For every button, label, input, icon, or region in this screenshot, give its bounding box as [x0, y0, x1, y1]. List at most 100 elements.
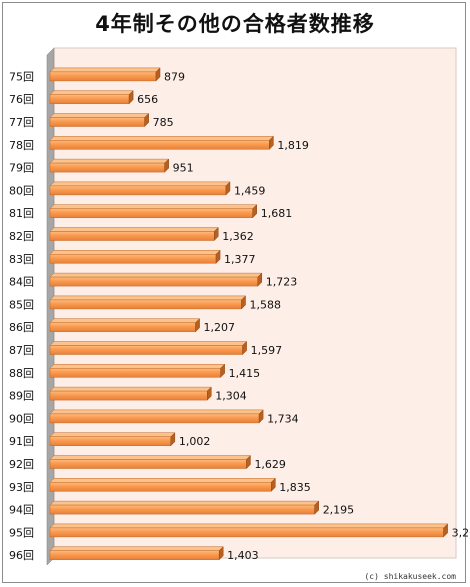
bar-side-face: [206, 386, 212, 401]
bar-top-face: [49, 523, 449, 529]
category-label: 86回: [9, 321, 34, 334]
bar: [49, 181, 231, 196]
bar-side-face: [195, 318, 200, 333]
bar-top-face: [49, 364, 226, 369]
value-label: 1,304: [215, 390, 247, 403]
bar-front-face: [49, 231, 215, 241]
bar-top-face: [49, 67, 161, 73]
bar-top-face: [49, 181, 231, 187]
category-label: 94回: [9, 504, 34, 517]
bar-front-face: [49, 254, 217, 264]
bar-top-face: [49, 90, 134, 95]
bar: [49, 432, 176, 447]
category-label: 81回: [9, 207, 34, 220]
value-label: 1,681: [261, 207, 293, 220]
bar: [49, 249, 221, 264]
value-label: 1,377: [224, 253, 256, 266]
value-label: 1,629: [254, 458, 286, 471]
bar-side-face: [257, 272, 263, 287]
bar-front-face: [49, 322, 196, 332]
value-label: 1,362: [222, 230, 254, 243]
bar-front-face: [49, 299, 242, 310]
bar: [49, 523, 449, 538]
value-label: 1,415: [229, 367, 261, 380]
bar-side-face: [164, 158, 169, 173]
bar-top-face: [49, 546, 224, 551]
bar: [49, 295, 247, 310]
bar-front-face: [49, 276, 259, 287]
bar-top-face: [49, 386, 212, 392]
value-label: 1,819: [277, 139, 309, 152]
bar-side-face: [258, 409, 264, 424]
bar-top-face: [49, 204, 258, 209]
bar: [49, 90, 134, 105]
bar-front-face: [49, 459, 247, 469]
bar-front-face: [49, 390, 208, 401]
category-label: 82回: [9, 230, 34, 243]
bar-side-face: [213, 226, 219, 242]
bar: [49, 409, 264, 424]
bar-side-face: [252, 204, 257, 219]
category-label: 77回: [9, 116, 34, 129]
bar: [49, 158, 170, 173]
category-label: 75回: [9, 70, 34, 83]
category-label: 78回: [9, 139, 34, 152]
bar-top-face: [49, 227, 219, 232]
category-label: 88回: [9, 367, 34, 380]
bar-top-face: [49, 432, 176, 437]
bar-side-face: [242, 340, 247, 356]
bar-side-face: [220, 363, 225, 378]
category-labels: 75回 76回 77回 78回 79回 80回 81回 82回 83回 84回 85回 86回 87回 8…: [9, 70, 34, 562]
bar-side-face: [225, 181, 231, 196]
value-label: 1,002: [179, 435, 211, 448]
value-label: 1,459: [234, 184, 266, 197]
value-label: 656: [137, 93, 158, 106]
bar: [49, 340, 248, 356]
credit-text: (c) shikakuseek.com: [364, 572, 456, 581]
bar-side-face: [128, 90, 134, 105]
value-label: 1,403: [227, 549, 259, 562]
bar-front-face: [49, 527, 444, 538]
category-label: 85回: [9, 298, 34, 311]
bar-front-face: [49, 117, 145, 127]
bar-front-face: [49, 71, 157, 82]
category-label: 89回: [9, 390, 34, 403]
bars-group: [49, 67, 449, 561]
bar-side-face: [241, 295, 246, 310]
bar-front-face: [49, 345, 243, 355]
bar: [49, 272, 263, 287]
value-label: 1,597: [251, 344, 283, 357]
bar: [49, 546, 224, 561]
bar-side-face: [271, 477, 276, 492]
category-label: 83回: [9, 253, 34, 266]
bar-top-face: [49, 341, 248, 346]
category-label: 96回: [9, 549, 34, 562]
category-label: 95回: [9, 526, 34, 539]
bar-top-face: [49, 318, 201, 323]
category-label: 76回: [9, 93, 34, 106]
bar-side-face: [218, 546, 224, 561]
category-label: 92回: [9, 458, 34, 471]
bar: [49, 204, 258, 219]
category-label: 80回: [9, 184, 34, 197]
category-label: 90回: [9, 412, 34, 425]
value-label: 1,734: [267, 412, 299, 425]
bar-front-face: [49, 162, 165, 173]
bar: [49, 135, 274, 150]
bar: [49, 67, 161, 82]
category-label: 79回: [9, 162, 34, 175]
value-label: 951: [173, 162, 194, 175]
bar: [49, 386, 212, 401]
bar-top-face: [49, 478, 276, 483]
bar-front-face: [49, 208, 253, 218]
chart-title: 4年制その他の合格者数推移: [95, 12, 375, 36]
bar: [49, 363, 226, 378]
bar-side-face: [246, 454, 251, 470]
bar-side-face: [155, 67, 161, 82]
bar-side-face: [144, 112, 149, 128]
bar: [49, 318, 201, 333]
category-label: 84回: [9, 276, 34, 289]
bar-top-face: [49, 500, 320, 506]
value-label: 3,264: [452, 526, 470, 539]
